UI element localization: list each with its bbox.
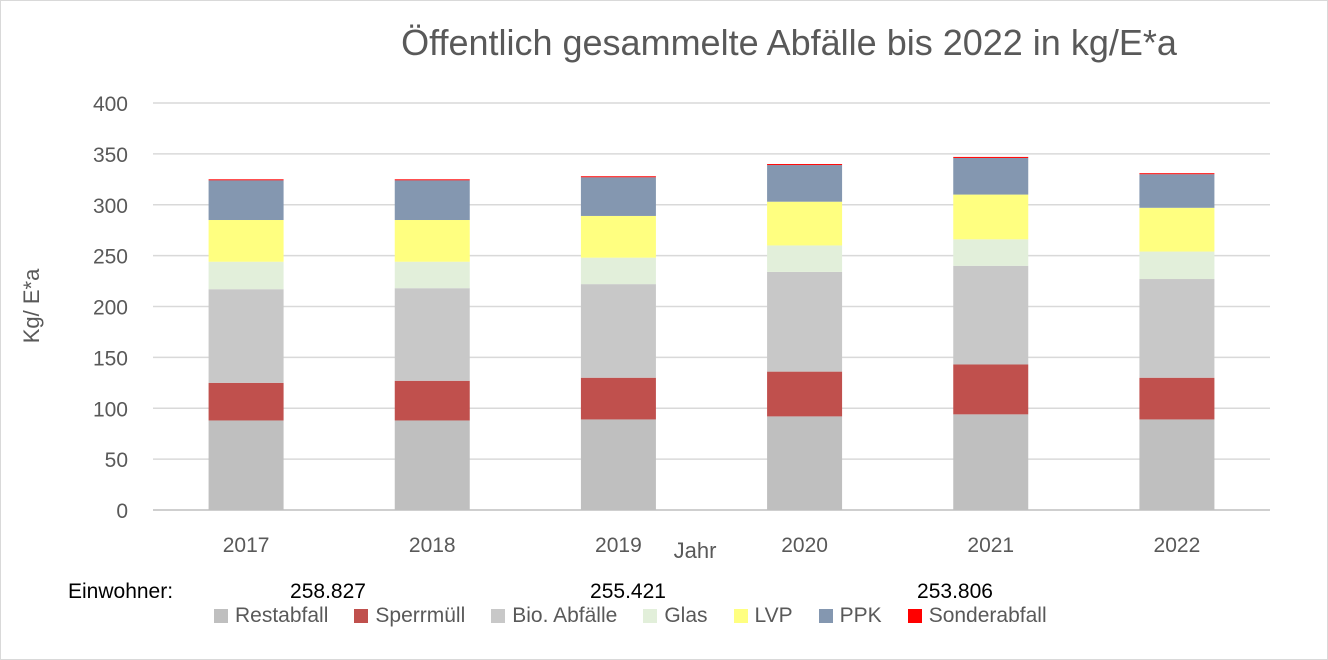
legend-label: Sperrmüll — [375, 604, 466, 627]
legend-item: Sperrmüll — [354, 604, 465, 628]
bar-segment — [767, 371, 843, 417]
bar-segment — [580, 177, 656, 216]
bar-segment — [394, 380, 470, 421]
x-tick-label: 2022 — [1154, 534, 1201, 557]
chart-legend: Restabfall Sperrmüll Bio. Abfälle Glas LVP PP… — [214, 604, 1073, 628]
y-tick-label: 100 — [93, 398, 128, 421]
bar-segment — [767, 416, 843, 510]
legend-swatch — [354, 609, 369, 623]
bar-segment — [580, 377, 656, 420]
bar-segment — [580, 215, 656, 258]
legend-swatch — [491, 609, 506, 623]
x-tick-label: 2019 — [595, 534, 642, 557]
legend-label: Glas — [664, 604, 708, 627]
x-tick-label: 2017 — [223, 534, 270, 557]
legend-swatch — [733, 609, 748, 623]
legend-item: LVP — [733, 604, 793, 628]
legend-swatch — [818, 609, 833, 623]
bar-segment — [1139, 377, 1215, 420]
bar-segment — [1139, 174, 1215, 208]
legend-label: Bio. Abfälle — [512, 604, 618, 627]
legend-label: PPK — [839, 604, 882, 627]
bar-segment — [953, 265, 1029, 365]
bar-segment — [953, 194, 1029, 240]
bar-segment — [953, 414, 1029, 510]
bar-segment — [1139, 279, 1215, 378]
bar-segment — [394, 420, 470, 510]
population-value-1: 258.827 — [290, 580, 366, 603]
legend-item: Glas — [643, 604, 708, 628]
bar-segment — [394, 288, 470, 381]
legend-label: Restabfall — [235, 604, 329, 627]
bar-segment — [953, 364, 1029, 415]
bar-segment — [208, 420, 284, 510]
bar-segment — [953, 157, 1029, 195]
y-tick-label: 50 — [105, 449, 128, 472]
y-axis-label: Kg/ E*a — [19, 268, 44, 344]
bar-segment — [767, 271, 843, 372]
legend-swatch — [643, 609, 658, 623]
population-label: Einwohner: — [68, 580, 174, 603]
bar-segment — [208, 382, 284, 421]
x-axis-label: Jahr — [673, 538, 717, 563]
y-tick-label: 350 — [93, 144, 128, 167]
bar-segment — [767, 165, 843, 202]
bar-segment — [767, 164, 843, 166]
y-tick-label: 200 — [93, 297, 128, 320]
bar-segment — [580, 284, 656, 378]
x-tick-label: 2018 — [409, 534, 456, 557]
bar-segment — [394, 220, 470, 262]
legend-label: LVP — [754, 604, 793, 627]
bar-segment — [1139, 251, 1215, 280]
bar-segment — [394, 261, 470, 289]
x-tick-label: 2021 — [967, 534, 1014, 557]
chart-title: Öffentlich gesammelte Abfälle bis 2022 i… — [401, 22, 1177, 63]
bar-segment — [208, 261, 284, 290]
bar-segment — [767, 201, 843, 246]
y-tick-label: 150 — [93, 347, 128, 370]
bar-segment — [208, 180, 284, 221]
y-tick-label: 400 — [93, 93, 128, 116]
bar-segment — [208, 289, 284, 383]
y-tick-label: 300 — [93, 195, 128, 218]
bar-segment — [580, 257, 656, 285]
bar-segment — [1139, 207, 1215, 252]
bar-segment — [953, 156, 1029, 158]
y-tick-label: 250 — [93, 246, 128, 269]
legend-swatch — [907, 609, 922, 623]
legend-label: Sonderabfall — [928, 604, 1047, 627]
legend-item: Bio. Abfälle — [491, 604, 617, 628]
bar-segment — [580, 176, 656, 178]
bar-segment — [1139, 419, 1215, 510]
legend-item: PPK — [818, 604, 882, 628]
bar-segment — [767, 245, 843, 272]
bar-segment — [394, 180, 470, 221]
x-tick-label: 2020 — [781, 534, 828, 557]
bar-segment — [953, 239, 1029, 266]
legend-swatch — [214, 609, 228, 623]
bar-segment — [208, 220, 284, 262]
bar-segment — [1139, 173, 1215, 175]
bar-segment — [580, 419, 656, 510]
bar-segment — [208, 179, 284, 181]
bar-segment — [394, 179, 470, 181]
legend-item: Sonderabfall — [907, 604, 1047, 628]
population-value-2: 255.421 — [590, 580, 666, 603]
legend-item: Restabfall — [214, 604, 328, 628]
y-tick-label: 0 — [116, 500, 128, 523]
population-value-3: 253.806 — [917, 580, 993, 603]
